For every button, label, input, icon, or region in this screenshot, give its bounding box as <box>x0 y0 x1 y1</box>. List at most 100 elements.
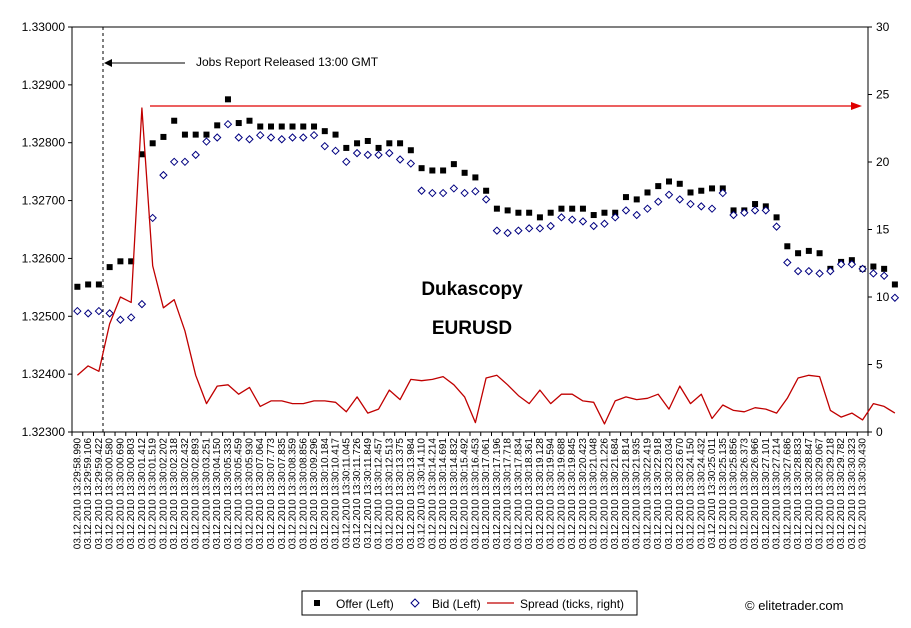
bid-point <box>686 199 695 209</box>
x-tick-label: 03.12.2010 13:30:01.412 <box>137 438 148 550</box>
x-tick-label: 03.12.2010 13:30:14.691 <box>438 438 449 550</box>
bid-point <box>567 215 577 224</box>
bid-point <box>116 315 125 324</box>
y-axis-right: 30 25 20 15 10 5 0 <box>868 20 890 439</box>
series-bid <box>73 119 900 324</box>
x-tick-label: 03.12.2010 13:30:10.184 <box>320 438 331 550</box>
bid-point <box>191 150 200 160</box>
x-tick-label: 03.12.2010 13:30:18.361 <box>524 438 535 550</box>
y-left-tick-label: 1.32500 <box>22 309 66 323</box>
bid-point <box>234 133 243 142</box>
bid-point <box>729 210 738 220</box>
legend-bid-label: Bid (Left) <box>432 597 481 611</box>
bid-point <box>374 150 383 160</box>
x-tick-label: 03.12.2010 13:30:12.513 <box>384 438 395 550</box>
bid-point <box>578 217 588 226</box>
bid-point <box>299 133 308 142</box>
bid-point <box>320 141 329 151</box>
bid-point <box>589 221 598 231</box>
x-tick-label: 03.12.2010 13:30:21.935 <box>632 438 643 550</box>
bid-point <box>675 195 684 204</box>
bid-point <box>395 155 405 164</box>
bid-point <box>449 184 459 193</box>
x-tick-label: 03.12.2010 13:30:00.580 <box>105 438 116 550</box>
offer-point <box>397 140 404 147</box>
bid-point <box>417 186 426 195</box>
x-tick-label: 03.12.2010 13:30:27.214 <box>772 438 783 550</box>
bid-point <box>836 260 846 269</box>
x-tick-label: 03.12.2010 13:30:17.196 <box>492 438 503 550</box>
x-tick-label: 03.12.2010 13:29:59.422 <box>94 438 105 550</box>
offer-point <box>483 187 490 194</box>
offer-point <box>547 209 554 216</box>
offer-point <box>504 207 511 214</box>
x-tick-label: 03.12.2010 13:30:19.594 <box>546 438 557 550</box>
bid-point <box>783 258 792 267</box>
x-tick-label: 03.12.2010 13:30:13.375 <box>395 438 406 550</box>
x-tick-label: 03.12.2010 13:30:26.373 <box>739 438 750 550</box>
offer-point <box>709 185 716 192</box>
offer-point <box>278 123 285 130</box>
offer-point <box>257 123 264 130</box>
bid-point <box>73 306 82 316</box>
offer-point <box>816 250 823 257</box>
copyright-text: © elitetrader.com <box>745 598 843 613</box>
x-tick-label: 03.12.2010 13:30:30.430 <box>858 438 869 550</box>
y-right-tick-label: 30 <box>876 20 890 34</box>
bid-point <box>223 119 233 129</box>
offer-point <box>515 209 522 216</box>
offer-point <box>117 258 124 265</box>
x-tick-label: 03.12.2010 13:30:07.835 <box>277 438 288 550</box>
bid-point <box>815 269 824 278</box>
offer-point <box>224 96 231 103</box>
x-tick-label: 03.12.2010 13:30:13.984 <box>406 438 417 550</box>
x-tick-label: 03.12.2010 13:30:26.966 <box>750 438 761 550</box>
x-tick-label: 03.12.2010 13:30:12.457 <box>374 438 385 550</box>
x-tick-label: 03.12.2010 13:30:05.459 <box>234 438 245 550</box>
x-tick-label: 03.12.2010 13:30:24.150 <box>686 438 697 550</box>
offer-point <box>181 131 188 138</box>
x-tick-label: 03.12.2010 13:30:01.519 <box>148 438 159 550</box>
y-left-tick-label: 1.32700 <box>22 194 66 208</box>
y-right-tick-label: 5 <box>876 358 883 372</box>
bid-point <box>438 188 448 198</box>
bid-point <box>352 148 362 158</box>
x-tick-label: 03.12.2010 13:29:58.990 <box>72 438 83 550</box>
offer-point <box>493 205 500 212</box>
offer-point <box>407 147 414 154</box>
bid-point <box>707 204 717 213</box>
offer-point <box>214 122 221 129</box>
y-axis-left: 1.33000 1.32900 1.32800 1.32700 1.32600 1.325… <box>22 20 72 439</box>
bid-point <box>740 208 749 217</box>
x-tick-label: 03.12.2010 13:29:59.106 <box>83 438 94 550</box>
x-tick-label: 03.12.2010 13:30:25.135 <box>718 438 729 550</box>
offer-point <box>526 209 533 216</box>
bid-point <box>137 299 147 309</box>
bid-point <box>213 133 222 142</box>
bid-point <box>385 148 394 158</box>
x-tick-label: 03.12.2010 13:30:03.251 <box>201 438 212 550</box>
bid-point <box>105 309 114 318</box>
bid-point <box>148 213 157 223</box>
x-tick-label: 03.12.2010 13:30:11.726 <box>352 438 363 549</box>
x-tick-label: 03.12.2010 13:30:21.048 <box>589 438 600 550</box>
bid-point <box>643 204 652 213</box>
bid-point <box>611 213 620 222</box>
y-left-tick-label: 1.33000 <box>22 20 66 34</box>
x-tick-label: 03.12.2010 13:30:29.067 <box>815 438 826 550</box>
spread-level-arrow-head <box>851 102 862 110</box>
offer-point <box>870 263 877 270</box>
bid-point <box>481 195 491 204</box>
offer-point <box>881 265 888 272</box>
bid-point <box>621 206 631 215</box>
x-tick-label: 03.12.2010 13:30:23.034 <box>664 438 675 550</box>
bid-point <box>202 137 211 146</box>
offer-point <box>644 189 651 196</box>
watermark: Dukascopy EURUSD <box>421 279 523 339</box>
bid-point <box>697 202 706 211</box>
bid-point <box>169 157 179 167</box>
bid-point <box>535 224 545 233</box>
offer-point <box>687 189 694 196</box>
